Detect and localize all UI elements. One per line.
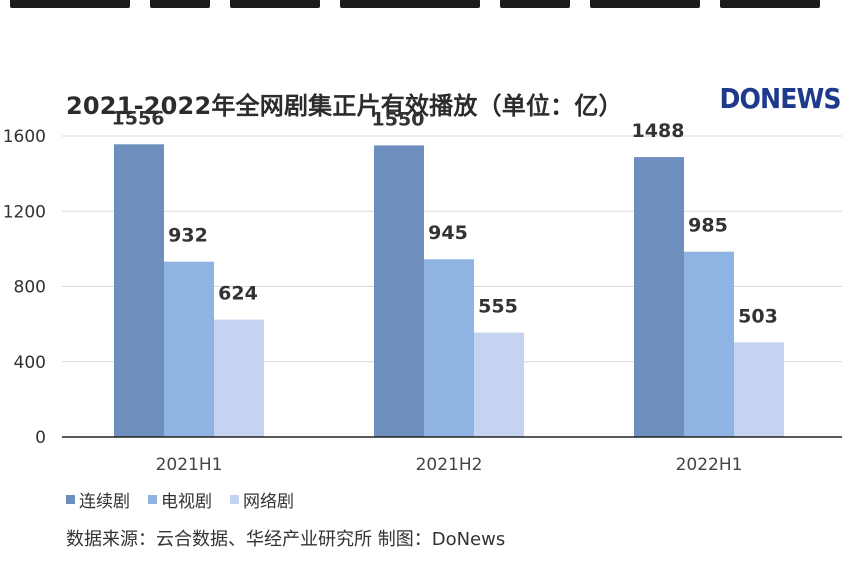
y-tick-labels: 0 400 800 1200 1600: [3, 127, 46, 448]
donews-logo: DONEWS: [719, 82, 842, 115]
y-tick-label-2: 800: [14, 278, 46, 298]
bar-1-1: [424, 259, 474, 437]
bar-1-2: [474, 332, 524, 437]
data-label-1-1: 945: [428, 222, 468, 244]
data-label-0-2: 624: [218, 283, 258, 305]
data-label-1-0: 1550: [372, 108, 425, 130]
chart-title: 2021-2022年全网剧集正片有效播放（单位：亿）: [66, 92, 623, 120]
source-note: 数据来源：云合数据、华经产业研究所 制图：DoNews: [66, 529, 506, 550]
legend-item-series-2: 网络剧: [230, 487, 294, 512]
x-tick-label-0: 2021H1: [156, 455, 223, 475]
legend-label-0: 连续剧: [79, 492, 130, 512]
legend-label-1: 电视剧: [161, 492, 212, 512]
bar-1-0: [374, 145, 424, 437]
legend-item-series-0: 连续剧: [66, 487, 130, 512]
bar-2-0: [634, 157, 684, 437]
x-tick-label-2: 2022H1: [676, 455, 743, 475]
legend-swatch-2: [230, 495, 239, 504]
legend-swatch-0: [66, 495, 75, 504]
y-tick-label-3: 1200: [3, 202, 46, 222]
bar-0-1: [164, 261, 214, 437]
data-label-0-0: 1556: [112, 107, 165, 129]
cropped-text-strip: [0, 0, 847, 12]
x-tick-label-1: 2021H2: [416, 455, 483, 475]
legend: 连续剧 电视剧 网络剧: [66, 487, 294, 512]
data-label-2-1: 985: [688, 215, 728, 237]
bar-2-2: [734, 342, 784, 437]
legend-item-series-1: 电视剧: [148, 487, 212, 512]
x-tick-labels: 2021H1 2021H2 2022H1: [156, 455, 743, 475]
legend-swatch-1: [148, 495, 157, 504]
legend-label-2: 网络剧: [243, 492, 294, 512]
data-label-2-0: 1488: [632, 120, 685, 142]
bar-2-1: [684, 251, 734, 437]
data-labels: 1556 932 624 1550 945 555 1488 985 503: [112, 107, 778, 327]
bar-0-2: [214, 319, 264, 437]
data-label-2-2: 503: [738, 305, 778, 327]
data-label-1-2: 555: [478, 296, 518, 318]
bar-0-0: [114, 144, 164, 437]
bars: [114, 144, 784, 437]
data-label-0-1: 932: [168, 225, 208, 247]
y-tick-label-4: 1600: [3, 127, 46, 147]
y-tick-label-1: 400: [14, 353, 46, 373]
y-tick-label-0: 0: [35, 428, 46, 448]
